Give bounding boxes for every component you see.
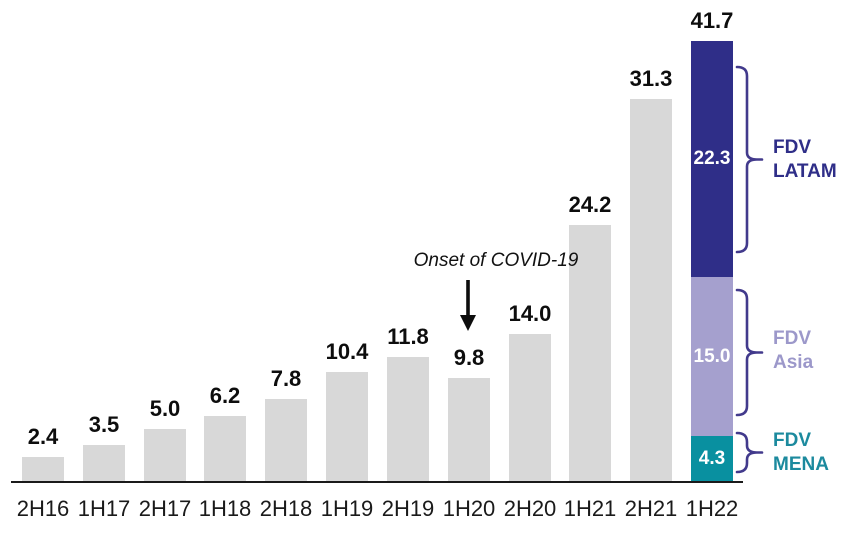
bar-value-label: 41.7 bbox=[690, 8, 734, 33]
bar-value-label: 3.5 bbox=[88, 412, 120, 437]
bar-value-label: 2.4 bbox=[27, 424, 59, 449]
bar-value-label: 5.0 bbox=[149, 396, 181, 421]
bar-1h21 bbox=[569, 225, 611, 482]
bar-2h19 bbox=[387, 357, 429, 482]
x-axis-baseline bbox=[11, 481, 743, 483]
segment-value-label: 4.3 bbox=[698, 448, 726, 469]
segment-value-label: 22.3 bbox=[693, 148, 731, 169]
legend-label-line: MENA bbox=[773, 454, 829, 475]
legend-label-line: FDV bbox=[773, 430, 811, 451]
segment-fdv-latam bbox=[691, 41, 733, 277]
segment-fdv-mena bbox=[691, 436, 733, 482]
bar-2h18 bbox=[265, 399, 307, 482]
axis-label-1h18: 1H18 bbox=[198, 496, 252, 521]
bar-value-label: 24.2 bbox=[568, 192, 612, 217]
axis-label-2h21: 2H21 bbox=[624, 496, 678, 521]
bar-value-label: 10.4 bbox=[325, 339, 369, 364]
bar-2h16 bbox=[22, 457, 64, 482]
bar-value-label: 14.0 bbox=[508, 301, 552, 326]
legend-fdv-mena: FDV MENA bbox=[773, 429, 847, 477]
down-arrow-icon bbox=[460, 280, 476, 331]
bar-1h18 bbox=[204, 416, 246, 482]
axis-label-1h21: 1H21 bbox=[563, 496, 617, 521]
axis-label-1h22: 1H22 bbox=[685, 496, 739, 521]
bar-2h21 bbox=[630, 99, 672, 482]
axis-label-2h16: 2H16 bbox=[16, 496, 70, 521]
axis-label-2h20: 2H20 bbox=[503, 496, 557, 521]
axis-label-1h17: 1H17 bbox=[77, 496, 131, 521]
bar-1h17 bbox=[83, 445, 125, 482]
legend-label-line: LATAM bbox=[773, 161, 837, 182]
bar-1h20 bbox=[448, 378, 490, 482]
legend-fdv-latam: FDV LATAM bbox=[773, 136, 847, 184]
legend-label-line: FDV bbox=[773, 137, 811, 158]
stacked-bar-1h22: 22.3 15.0 4.3 bbox=[691, 41, 733, 482]
bar-1h19 bbox=[326, 372, 368, 482]
covid-annotation: Onset of COVID-19 bbox=[413, 250, 579, 271]
legend-label-line: Asia bbox=[773, 352, 814, 373]
axis-label-1h19: 1H19 bbox=[320, 496, 374, 521]
bar-value-label: 7.8 bbox=[270, 366, 302, 391]
legend-label-line: FDV bbox=[773, 328, 811, 349]
bar-value-label: 11.8 bbox=[387, 324, 429, 349]
axis-label-2h19: 2H19 bbox=[381, 496, 435, 521]
bar-2h17 bbox=[144, 429, 186, 482]
bar-value-label: 31.3 bbox=[629, 66, 673, 91]
segment-fdv-asia bbox=[691, 277, 733, 436]
axis-label-2h18: 2H18 bbox=[259, 496, 313, 521]
axis-label-2h17: 2H17 bbox=[138, 496, 192, 521]
axis-label-1h20: 1H20 bbox=[442, 496, 496, 521]
bar-value-label: 6.2 bbox=[209, 383, 241, 408]
segment-value-label: 15.0 bbox=[693, 345, 731, 367]
bar-2h20 bbox=[509, 334, 551, 482]
legend-fdv-asia: FDV Asia bbox=[773, 327, 847, 375]
bar-value-label: 9.8 bbox=[453, 345, 485, 370]
